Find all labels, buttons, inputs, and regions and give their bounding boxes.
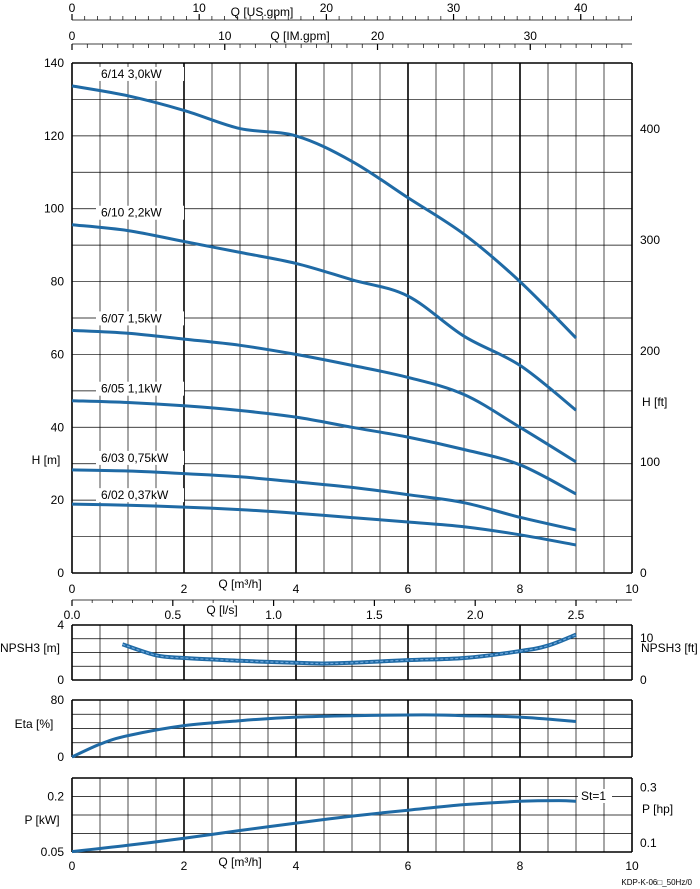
npsh-y-axis-label: NPSH3 [m] <box>0 641 60 655</box>
head-x-axis-label: Q [m³/h] <box>218 577 261 591</box>
power-y-tick-label: 0.2 <box>47 790 64 804</box>
head-curve-1 <box>71 223 577 412</box>
us-gpm-tick-label: 20 <box>320 1 334 15</box>
power-curve <box>71 799 577 854</box>
npsh-y-tick-label: 0 <box>57 673 64 687</box>
power-x-axis-label: Q [m³/h] <box>218 855 261 869</box>
us-gpm-tick-label: 30 <box>447 1 461 15</box>
head-y-tick-label: 20 <box>51 493 65 507</box>
head-y-tick-label: 60 <box>51 347 65 361</box>
head-right-tick-label: 300 <box>640 233 660 247</box>
us-gpm-axis-label: Q [US.gpm] <box>231 5 294 19</box>
head-curve-label-bg <box>96 450 184 465</box>
head-x-tick-label: 0 <box>69 582 76 596</box>
head-curve-label: 6/05 1,1kW <box>101 382 162 396</box>
ls-tick-label: 1.5 <box>366 608 383 622</box>
eta-y-axis-label: Eta [%] <box>15 717 54 731</box>
head-curve-label: 6/07 1,5kW <box>101 311 162 325</box>
power-x-tick-label: 6 <box>405 859 412 873</box>
head-y-tick-label: 0 <box>57 566 64 580</box>
power-x-tick-label: 2 <box>181 859 188 873</box>
head-right-tick-label: 400 <box>640 122 660 136</box>
head-curve-label: 6/02 0,37kW <box>101 488 169 502</box>
power-annotation-bg <box>578 789 612 803</box>
head-right-tick-label: 100 <box>640 455 660 469</box>
head-curve-label-bg <box>96 381 184 396</box>
head-curve-label: 6/03 0,75kW <box>101 451 169 465</box>
head-right-axis-label: H [ft] <box>642 395 667 409</box>
head-x-tick-label: 4 <box>293 582 300 596</box>
head-curve-label-bg <box>96 311 184 326</box>
ls-tick-label: 2.5 <box>568 608 585 622</box>
npsh-right-axis-label: NPSH3 [ft] <box>641 641 698 655</box>
ls-tick-label: 2.0 <box>467 608 484 622</box>
head-curve-label: 6/10 2,2kW <box>101 206 162 220</box>
head-y-tick-label: 140 <box>44 56 64 70</box>
ls-tick-label: 0.0 <box>64 608 81 622</box>
head-right-tick-label: 200 <box>640 344 660 358</box>
head-right-tick-label: 0 <box>640 566 647 580</box>
head-curve-label-bg <box>96 488 184 503</box>
power-right-tick-label: 0.3 <box>640 781 657 795</box>
power-right-axis-label: P [hp] <box>642 802 673 816</box>
im-gpm-tick-label: 0 <box>69 29 76 43</box>
im-gpm-axis-label: Q [IM.gpm] <box>270 29 329 43</box>
us-gpm-tick-label: 10 <box>193 1 207 15</box>
npsh-y-tick-label: 4 <box>57 618 64 632</box>
ls-tick-label: 0.5 <box>164 608 181 622</box>
eta-y-tick-label: 0 <box>57 750 64 764</box>
head-curve-4 <box>71 468 577 532</box>
power-y-tick-label: 0.05 <box>41 845 65 859</box>
power-x-tick-label: 10 <box>625 859 639 873</box>
head-x-tick-label: 10 <box>625 582 639 596</box>
head-y-tick-label: 80 <box>51 275 65 289</box>
im-gpm-tick-label: 30 <box>524 29 538 43</box>
head-y-tick-label: 120 <box>44 129 64 143</box>
us-gpm-tick-label: 0 <box>69 1 76 15</box>
npsh-curve-inner <box>122 634 577 665</box>
head-x-tick-label: 2 <box>181 582 188 596</box>
eta-curve <box>71 713 577 759</box>
eta-y-tick-label: 80 <box>51 693 65 707</box>
ls-axis-label: Q [l/s] <box>206 603 237 617</box>
head-curve-2 <box>71 328 577 464</box>
power-right-tick-label: 0.1 <box>640 836 657 850</box>
head-curve-label: 6/14 3,0kW <box>101 67 162 81</box>
head-curve-0 <box>71 84 578 340</box>
head-y-tick-label: 100 <box>44 202 64 216</box>
power-x-tick-label: 0 <box>69 859 76 873</box>
head-x-tick-label: 8 <box>517 582 524 596</box>
head-y-tick-label: 40 <box>51 420 65 434</box>
head-curve-label-bg <box>96 66 184 81</box>
head-curve-label-bg <box>96 205 184 220</box>
power-x-tick-label: 4 <box>293 859 300 873</box>
head-y-axis-label: H [m] <box>32 453 61 467</box>
chart-footer-code: KDP-K-06□_50Hz/0 <box>621 878 692 887</box>
npsh-right-tick-label: 10 <box>640 631 654 645</box>
npsh-right-tick-label: 0 <box>640 673 647 687</box>
im-gpm-tick-label: 20 <box>371 29 385 43</box>
im-gpm-tick-label: 10 <box>218 29 232 43</box>
head-curve-3 <box>71 399 577 496</box>
us-gpm-tick-label: 40 <box>574 1 588 15</box>
power-annotation: St=1 <box>581 789 606 803</box>
head-curve-5 <box>71 502 577 547</box>
power-y-axis-label: P [kW] <box>24 813 59 827</box>
power-x-tick-label: 8 <box>517 859 524 873</box>
head-x-tick-label: 6 <box>405 582 412 596</box>
ls-tick-label: 1.0 <box>265 608 282 622</box>
